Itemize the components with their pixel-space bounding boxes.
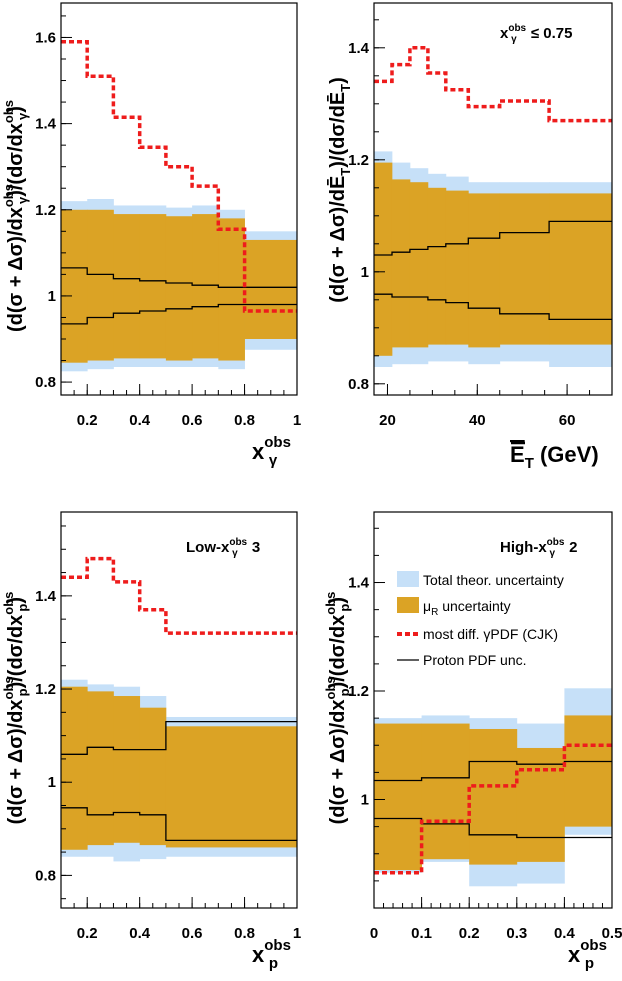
mur-band-bin — [427, 187, 447, 345]
y-tick-label: 1 — [48, 288, 56, 305]
proton-pdf-upper-line — [61, 267, 297, 288]
mur-band-bin — [192, 214, 219, 359]
mur-band-bin — [139, 707, 167, 846]
x-tick-label: 0.6 — [182, 925, 203, 942]
mur-band-bin — [445, 190, 469, 345]
mur-band-bin — [374, 162, 393, 356]
proton-pdf-upper-line — [61, 720, 297, 755]
proton-pdf-lower-line — [374, 293, 612, 321]
y-axis-label: (d(σ + Δσ)/dĒT)/(dσ/dĒT) — [327, 77, 353, 303]
mur-band-bin — [113, 214, 141, 359]
mur-band-bin — [87, 691, 114, 846]
mur-band-bin — [244, 239, 298, 339]
mur-band-bin — [516, 747, 565, 862]
x-tick-label: 40 — [469, 412, 486, 429]
mur-band-bin — [564, 715, 613, 827]
legend-label-total: Total theor. uncertainty — [423, 572, 564, 588]
mur-band-bin — [499, 193, 550, 345]
panel-xgamma: 0.2 0.4 0.6 0.8 1 0.8 1 1.2 1.4 1.6 (d(σ + Δσ)/d… — [1, 2, 301, 469]
x-tick-label: 0.3 — [506, 925, 527, 942]
y-tick-label: 1 — [48, 774, 56, 791]
mur-band-bin — [374, 723, 422, 871]
x-tick-label: 0 — [370, 925, 378, 942]
mur-band-bin — [61, 209, 88, 363]
x-tick-label: 1 — [293, 412, 301, 429]
x-tick-label: 1 — [293, 925, 301, 942]
mur-band-bin — [468, 193, 501, 348]
mur-band-bin — [113, 696, 141, 843]
y-tick-label: 1.4 — [348, 40, 370, 57]
y-tick-label: 1.4 — [35, 116, 57, 133]
mur-band-bin — [409, 182, 429, 348]
legend-label-gamma: most diff. γPDF (CJK) — [423, 626, 558, 642]
x-axis-label: xobs γ — [252, 434, 291, 469]
x-tick-label: 60 — [559, 412, 576, 429]
legend-label-mur: μR uncertainty — [423, 598, 511, 618]
panel-et: 20 40 60 0.8 1 1.2 1.4 xobs γ ≤ 0.75 (d(σ + Δσ… — [327, 2, 613, 472]
x-tick-label: 0.2 — [77, 925, 98, 942]
x-tick-label: 0.5 — [602, 925, 622, 942]
x-axis-label: xobs p — [568, 937, 607, 972]
x-tick-label: 20 — [379, 412, 396, 429]
gamma-pdf-line — [374, 743, 612, 875]
x-tick-label: 0.6 — [182, 412, 203, 429]
mur-band-bin — [549, 193, 613, 345]
mur-band-bin — [139, 214, 167, 359]
y-tick-label: 0.8 — [348, 376, 369, 393]
x-axis-label: ET (GeV) — [510, 442, 599, 472]
y-tick-label: 1 — [361, 792, 369, 809]
legend: Total theor. uncertainty μR uncertainty … — [397, 571, 564, 668]
panel-xp-high: 0 0.1 0.2 0.3 0.4 0.5 1 1.2 1.4 High-xobs γ 2 (d… — [323, 511, 622, 972]
panel-annotation: Low-xobs γ 3 — [186, 537, 260, 559]
y-tick-label: 1 — [361, 264, 369, 281]
panel-annotation: High-xobs γ 2 — [500, 537, 578, 559]
y-tick-label: 0.8 — [35, 374, 56, 391]
x-tick-label: 0.2 — [459, 925, 480, 942]
legend-swatch-mur — [397, 597, 419, 613]
y-tick-label: 1.4 — [348, 575, 370, 592]
gamma-pdf-line — [61, 556, 297, 635]
x-tick-label: 0.8 — [234, 412, 255, 429]
y-axis-label: (d(σ + Δσ)/dxobsγ)/(dσ/dxobsγ) — [1, 100, 30, 332]
y-tick-label: 1.6 — [35, 29, 56, 46]
x-tick-label: 0.4 — [129, 412, 151, 429]
mur-band-bin — [61, 686, 88, 850]
x-tick-label: 0.4 — [129, 925, 151, 942]
gamma-pdf-line — [374, 46, 612, 123]
x-tick-label: 0.4 — [554, 925, 576, 942]
panel-annotation: xobs γ ≤ 0.75 — [500, 23, 572, 45]
y-tick-label: 1.2 — [348, 683, 369, 700]
mur-band-bin — [87, 209, 114, 361]
x-axis-label: xobs p — [252, 937, 291, 972]
y-tick-label: 1.2 — [35, 681, 56, 698]
mur-band-bin — [469, 728, 518, 865]
gamma-pdf-line — [61, 40, 297, 313]
mur-band-bin — [165, 726, 298, 848]
x-tick-label: 0.8 — [234, 925, 255, 942]
plot-frame — [373, 2, 613, 396]
mur-band-bin — [421, 723, 470, 860]
mur-band-bin — [165, 216, 193, 361]
mur-band-bin — [218, 218, 245, 361]
legend-swatch-total — [397, 571, 419, 587]
y-tick-label: 0.8 — [35, 867, 56, 884]
proton-pdf-lower-line — [61, 303, 297, 325]
y-axis-label: (d(σ + Δσ)/dxobsp)/(dσ/dxobsp) — [323, 592, 352, 825]
y-axis-label: (d(σ + Δσ)/dxobsp)/(dσ/dxobsp) — [1, 592, 30, 825]
proton-pdf-lower-line — [61, 807, 297, 842]
proton-pdf-upper-line — [374, 220, 612, 256]
x-tick-label: 0.1 — [411, 925, 432, 942]
panel-xp-low: 0.2 0.4 0.6 0.8 1 0.8 1 1.2 1.4 Low-xobs γ 3 (d(… — [1, 511, 301, 972]
mur-band-bin — [391, 179, 411, 348]
y-tick-label: 1.2 — [35, 202, 56, 219]
plot-frame — [373, 511, 613, 909]
x-tick-label: 0.2 — [77, 412, 98, 429]
legend-label-proton: Proton PDF unc. — [423, 652, 527, 668]
y-tick-label: 1.2 — [348, 152, 369, 169]
y-tick-label: 1.4 — [35, 588, 57, 605]
